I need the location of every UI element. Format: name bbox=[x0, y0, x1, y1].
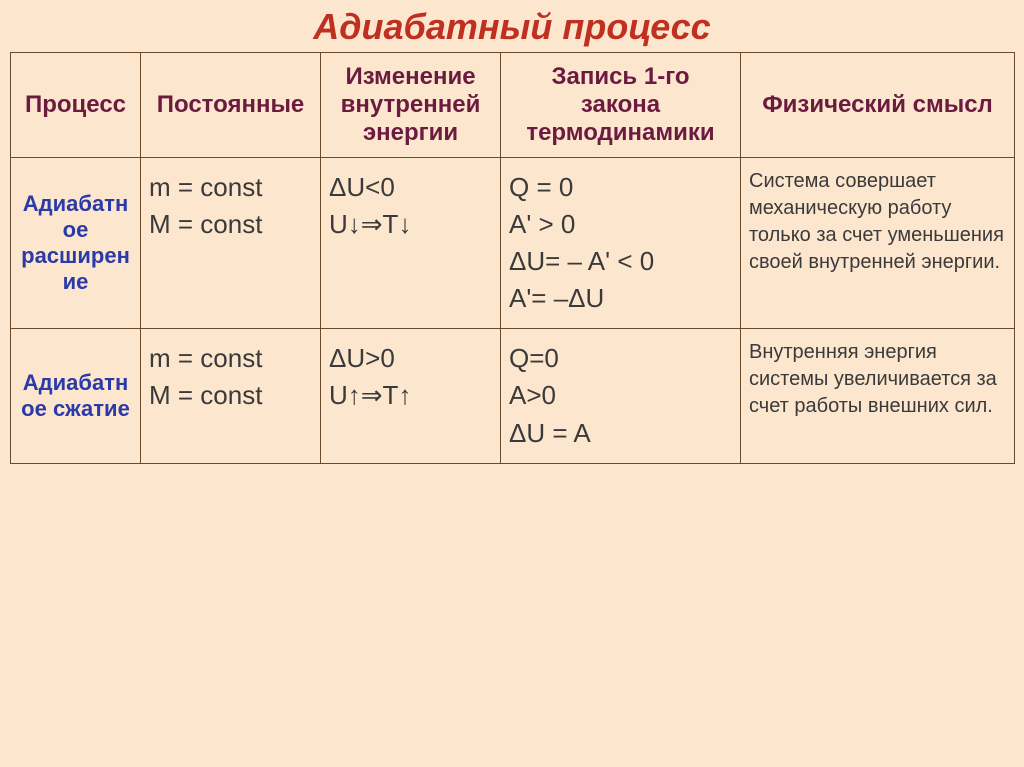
table-row: Адиабатное расширение m = const M = cons… bbox=[11, 158, 1015, 329]
col-header-du: Изменение внутренней энергии bbox=[321, 53, 501, 158]
formula: M = const bbox=[149, 378, 312, 413]
table-row: Адиабатное сжатие m = const M = const ΔU… bbox=[11, 329, 1015, 463]
formula: m = const bbox=[149, 341, 312, 376]
formula: M = const bbox=[149, 207, 312, 242]
col-header-process: Процесс bbox=[11, 53, 141, 158]
meaning-text: Внутренняя энергия системы увеличивается… bbox=[749, 339, 1006, 420]
formula: U↑⇒T↑ bbox=[329, 378, 492, 413]
process-table: Процесс Постоянные Изменение внутренней … bbox=[10, 52, 1015, 464]
formula: m = const bbox=[149, 170, 312, 205]
formula: Q=0 bbox=[509, 341, 732, 376]
table-header-row: Процесс Постоянные Изменение внутренней … bbox=[11, 53, 1015, 158]
formula: ΔU<0 bbox=[329, 170, 492, 205]
col-header-law: Запись 1-го закона термодинамики bbox=[501, 53, 741, 158]
cell-du: ΔU>0 U↑⇒T↑ bbox=[321, 329, 501, 463]
formula: ΔU>0 bbox=[329, 341, 492, 376]
page-title: Адиабатный процесс bbox=[0, 0, 1024, 52]
cell-meaning: Система совершает механическую работу то… bbox=[741, 158, 1015, 329]
cell-du: ΔU<0 U↓⇒T↓ bbox=[321, 158, 501, 329]
cell-meaning: Внутренняя энергия системы увеличивается… bbox=[741, 329, 1015, 463]
cell-law: Q=0 A>0 ΔU = A bbox=[501, 329, 741, 463]
cell-const: m = const M = const bbox=[141, 158, 321, 329]
formula: A'= –ΔU bbox=[509, 281, 732, 316]
cell-law: Q = 0 A' > 0 ΔU= – A' < 0 A'= –ΔU bbox=[501, 158, 741, 329]
cell-const: m = const M = const bbox=[141, 329, 321, 463]
formula: U↓⇒T↓ bbox=[329, 207, 492, 242]
formula: A>0 bbox=[509, 378, 732, 413]
formula: ΔU= – A' < 0 bbox=[509, 244, 732, 279]
formula: A' > 0 bbox=[509, 207, 732, 242]
col-header-meaning: Физический смысл bbox=[741, 53, 1015, 158]
col-header-const: Постоянные bbox=[141, 53, 321, 158]
meaning-text: Система совершает механическую работу то… bbox=[749, 168, 1006, 276]
cell-process: Адиабатное сжатие bbox=[11, 329, 141, 463]
formula: Q = 0 bbox=[509, 170, 732, 205]
formula: ΔU = A bbox=[509, 416, 732, 451]
cell-process: Адиабатное расширение bbox=[11, 158, 141, 329]
